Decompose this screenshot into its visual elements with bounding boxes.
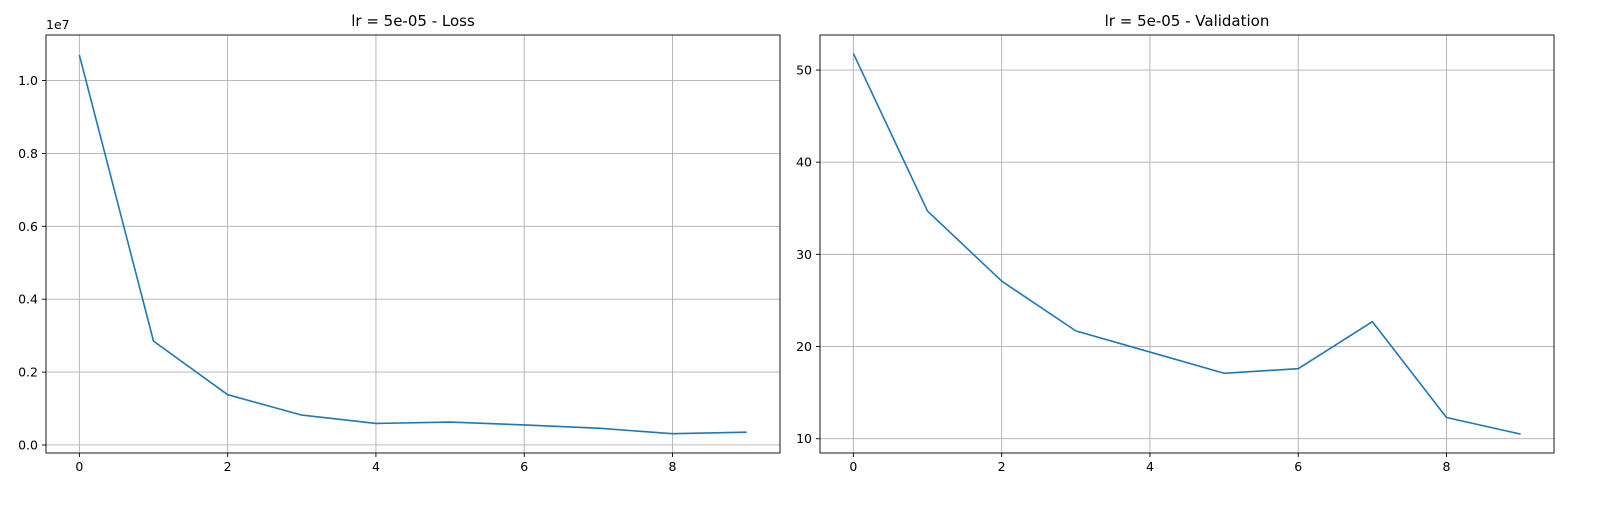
y-tick-label: 0.2 [18,365,38,380]
y-tick-label: 1.0 [18,73,38,88]
y-tick-label: 10 [796,431,812,446]
data-point [301,414,303,416]
data-point [926,210,928,212]
chart-title: lr = 5e-05 - Loss [351,12,475,30]
data-point [523,424,525,426]
data-point [375,422,377,424]
data-point [1297,367,1299,369]
data-point [852,52,854,54]
data-point [449,421,451,423]
data-point [1149,351,1151,353]
data-point [152,340,154,342]
x-tick-label: 8 [1443,459,1451,474]
y-tick-label: 0.4 [18,292,38,307]
x-tick-label: 0 [849,459,857,474]
x-tick-label: 6 [1294,459,1302,474]
y-tick-label: 0.8 [18,146,38,161]
data-point [1371,320,1373,322]
y-tick-label: 0.6 [18,219,38,234]
x-tick-label: 4 [1146,459,1154,474]
data-point [1075,330,1077,332]
y-tick-label: 50 [796,63,812,78]
plot-frame [45,34,781,454]
data-point [78,54,80,56]
data-point [1223,372,1225,374]
y-tick-label: 20 [796,339,812,354]
y-tick-label: 30 [796,247,812,262]
x-tick-label: 0 [75,459,83,474]
x-tick-label: 6 [520,459,528,474]
chart-title: lr = 5e-05 - Validation [1105,12,1270,30]
data-point [1445,416,1447,418]
plot-frame [819,34,1555,454]
x-tick-label: 8 [669,459,677,474]
data-point [1519,433,1521,435]
chart-panel-2: 0 2 4 6 8 10 20 30 40 50 lr = 5e-05 - Validation [796,12,1555,474]
x-tick-label: 2 [224,459,232,474]
data-point [1000,280,1002,282]
data-point [597,427,599,429]
series-line [78,54,747,435]
y-tick-label: 0.0 [18,437,38,452]
data-point [745,431,747,433]
series-line [852,53,1521,435]
y-tick-label: 40 [796,155,812,170]
y-offset-label: 1e7 [46,17,70,32]
x-tick-label: 2 [998,459,1006,474]
data-point [226,393,228,395]
x-tick-label: 4 [372,459,380,474]
data-point [671,432,673,434]
chart-panel-1: 0 2 4 6 8 0.0 0.2 0.4 0.6 0.8 1.0 1e7 lr = 5e-05 - L… [18,12,781,474]
